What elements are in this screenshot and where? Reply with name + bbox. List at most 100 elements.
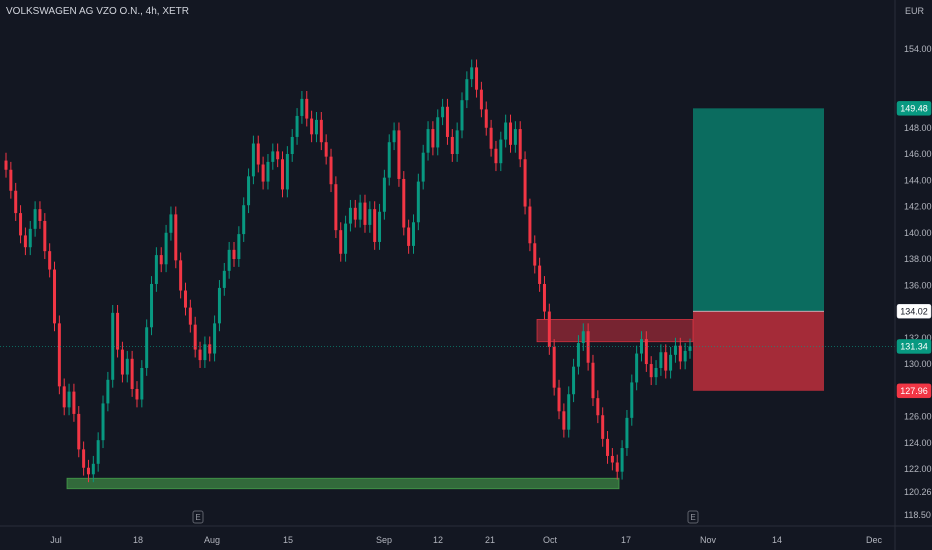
- candle-body: [513, 129, 517, 145]
- candle-body: [125, 358, 129, 375]
- support-zone[interactable]: [66, 477, 620, 490]
- candle-body: [295, 115, 299, 137]
- candle-body: [169, 214, 173, 233]
- earnings-event-icon[interactable]: E: [192, 510, 204, 524]
- candle-body: [106, 379, 110, 404]
- candle-body: [271, 151, 275, 162]
- candle-body: [455, 130, 459, 155]
- candle-body: [251, 143, 255, 177]
- price-tick-label: 146.00: [904, 149, 932, 159]
- profit-zone[interactable]: [693, 108, 824, 312]
- candle-body: [334, 184, 338, 231]
- price-tick-label: 138.00: [904, 254, 932, 264]
- candle-body: [9, 169, 13, 191]
- candle-body: [363, 202, 367, 225]
- candle-body: [217, 287, 221, 324]
- candle-body: [606, 438, 610, 456]
- candle-body: [247, 176, 251, 206]
- candle-body: [450, 136, 454, 155]
- candle-body: [615, 462, 619, 472]
- candle-body: [145, 327, 149, 368]
- price-tag: 131.34: [896, 339, 932, 354]
- candle-body: [557, 387, 561, 412]
- price-tick-label: 120.26: [904, 487, 932, 497]
- long-position-tool[interactable]: [693, 108, 824, 391]
- time-axis[interactable]: Jul 18 Aug 15 Sep 12 21 Oct 17 Nov 14 Dec: [50, 535, 882, 545]
- candle-body: [164, 232, 168, 265]
- candle-body: [576, 343, 580, 367]
- candle-body: [397, 130, 401, 179]
- candle-body: [475, 67, 479, 90]
- price-tag-label: 149.48: [900, 103, 928, 113]
- price-tags: 149.48 134.02 131.34 127.96: [896, 101, 932, 399]
- candle-body: [96, 440, 100, 464]
- price-tick-label: 148.00: [904, 123, 932, 133]
- candle-body: [159, 255, 163, 265]
- price-tick-label: 122.00: [904, 464, 932, 474]
- time-tick-label: 21: [485, 535, 495, 545]
- earnings-event-icon[interactable]: E: [687, 510, 699, 524]
- price-tick-label: 142.00: [904, 202, 932, 212]
- candle-body: [669, 354, 673, 371]
- candle-body: [242, 205, 246, 235]
- candle-body: [523, 159, 527, 207]
- candle-body: [154, 255, 158, 284]
- loss-zone[interactable]: [693, 311, 824, 391]
- price-tick-label: 132.00: [904, 333, 932, 343]
- price-tick-label: 136.00: [904, 280, 932, 290]
- candle-body: [596, 398, 600, 416]
- candle-body: [392, 130, 396, 143]
- symbol-title: VOLKSWAGEN AG VZO O.N., 4h, XETR: [6, 6, 190, 17]
- candle-body: [373, 209, 377, 242]
- candle-body: [111, 312, 115, 380]
- candle-body: [572, 366, 576, 395]
- candle-body: [198, 349, 202, 361]
- candle-body: [402, 178, 406, 228]
- candle-body: [441, 106, 445, 118]
- candle-body: [324, 142, 328, 157]
- candle-body: [489, 127, 493, 149]
- candle-body: [140, 367, 144, 400]
- candle-body: [411, 222, 415, 246]
- candle-body: [285, 154, 289, 190]
- resistance-zone[interactable]: [536, 319, 694, 343]
- event-marker-label: E: [195, 513, 200, 522]
- candle-body: [91, 463, 95, 475]
- candle-body: [222, 270, 226, 288]
- candle-body: [509, 122, 513, 145]
- time-tick-label: 14: [772, 535, 782, 545]
- price-tick-label: 144.00: [904, 175, 932, 185]
- candle-body: [300, 98, 304, 116]
- price-tag: 149.48: [896, 101, 932, 116]
- candle-body: [528, 206, 532, 244]
- candle-body: [387, 142, 391, 178]
- candle-body: [188, 307, 192, 325]
- price-zones: [66, 319, 694, 490]
- candle-body: [339, 230, 343, 254]
- candle-body: [14, 190, 18, 214]
- price-tick-label: 130.00: [904, 359, 932, 369]
- time-tick-label: Aug: [204, 535, 220, 545]
- candle-body: [344, 223, 348, 254]
- time-tick-label: Sep: [376, 535, 392, 545]
- candle-body: [378, 211, 382, 242]
- candle-body: [276, 151, 280, 160]
- candle-body: [4, 160, 8, 170]
- price-axis[interactable]: 154.00 148.00 146.00 144.00 142.00 140.00 138.…: [904, 44, 932, 520]
- time-tick-label: Nov: [700, 535, 717, 545]
- candle-body: [538, 265, 542, 284]
- candle-body: [130, 358, 134, 389]
- candle-body: [465, 79, 469, 101]
- candle-body: [135, 388, 139, 400]
- candle-body: [644, 339, 648, 365]
- candle-body: [625, 417, 629, 449]
- candle-body: [581, 331, 585, 344]
- candle-body: [533, 243, 537, 266]
- candle-body: [649, 364, 653, 378]
- candle-body: [518, 129, 522, 160]
- candle-body: [256, 143, 260, 165]
- time-tick-label: Oct: [543, 535, 558, 545]
- candle-body: [19, 213, 23, 236]
